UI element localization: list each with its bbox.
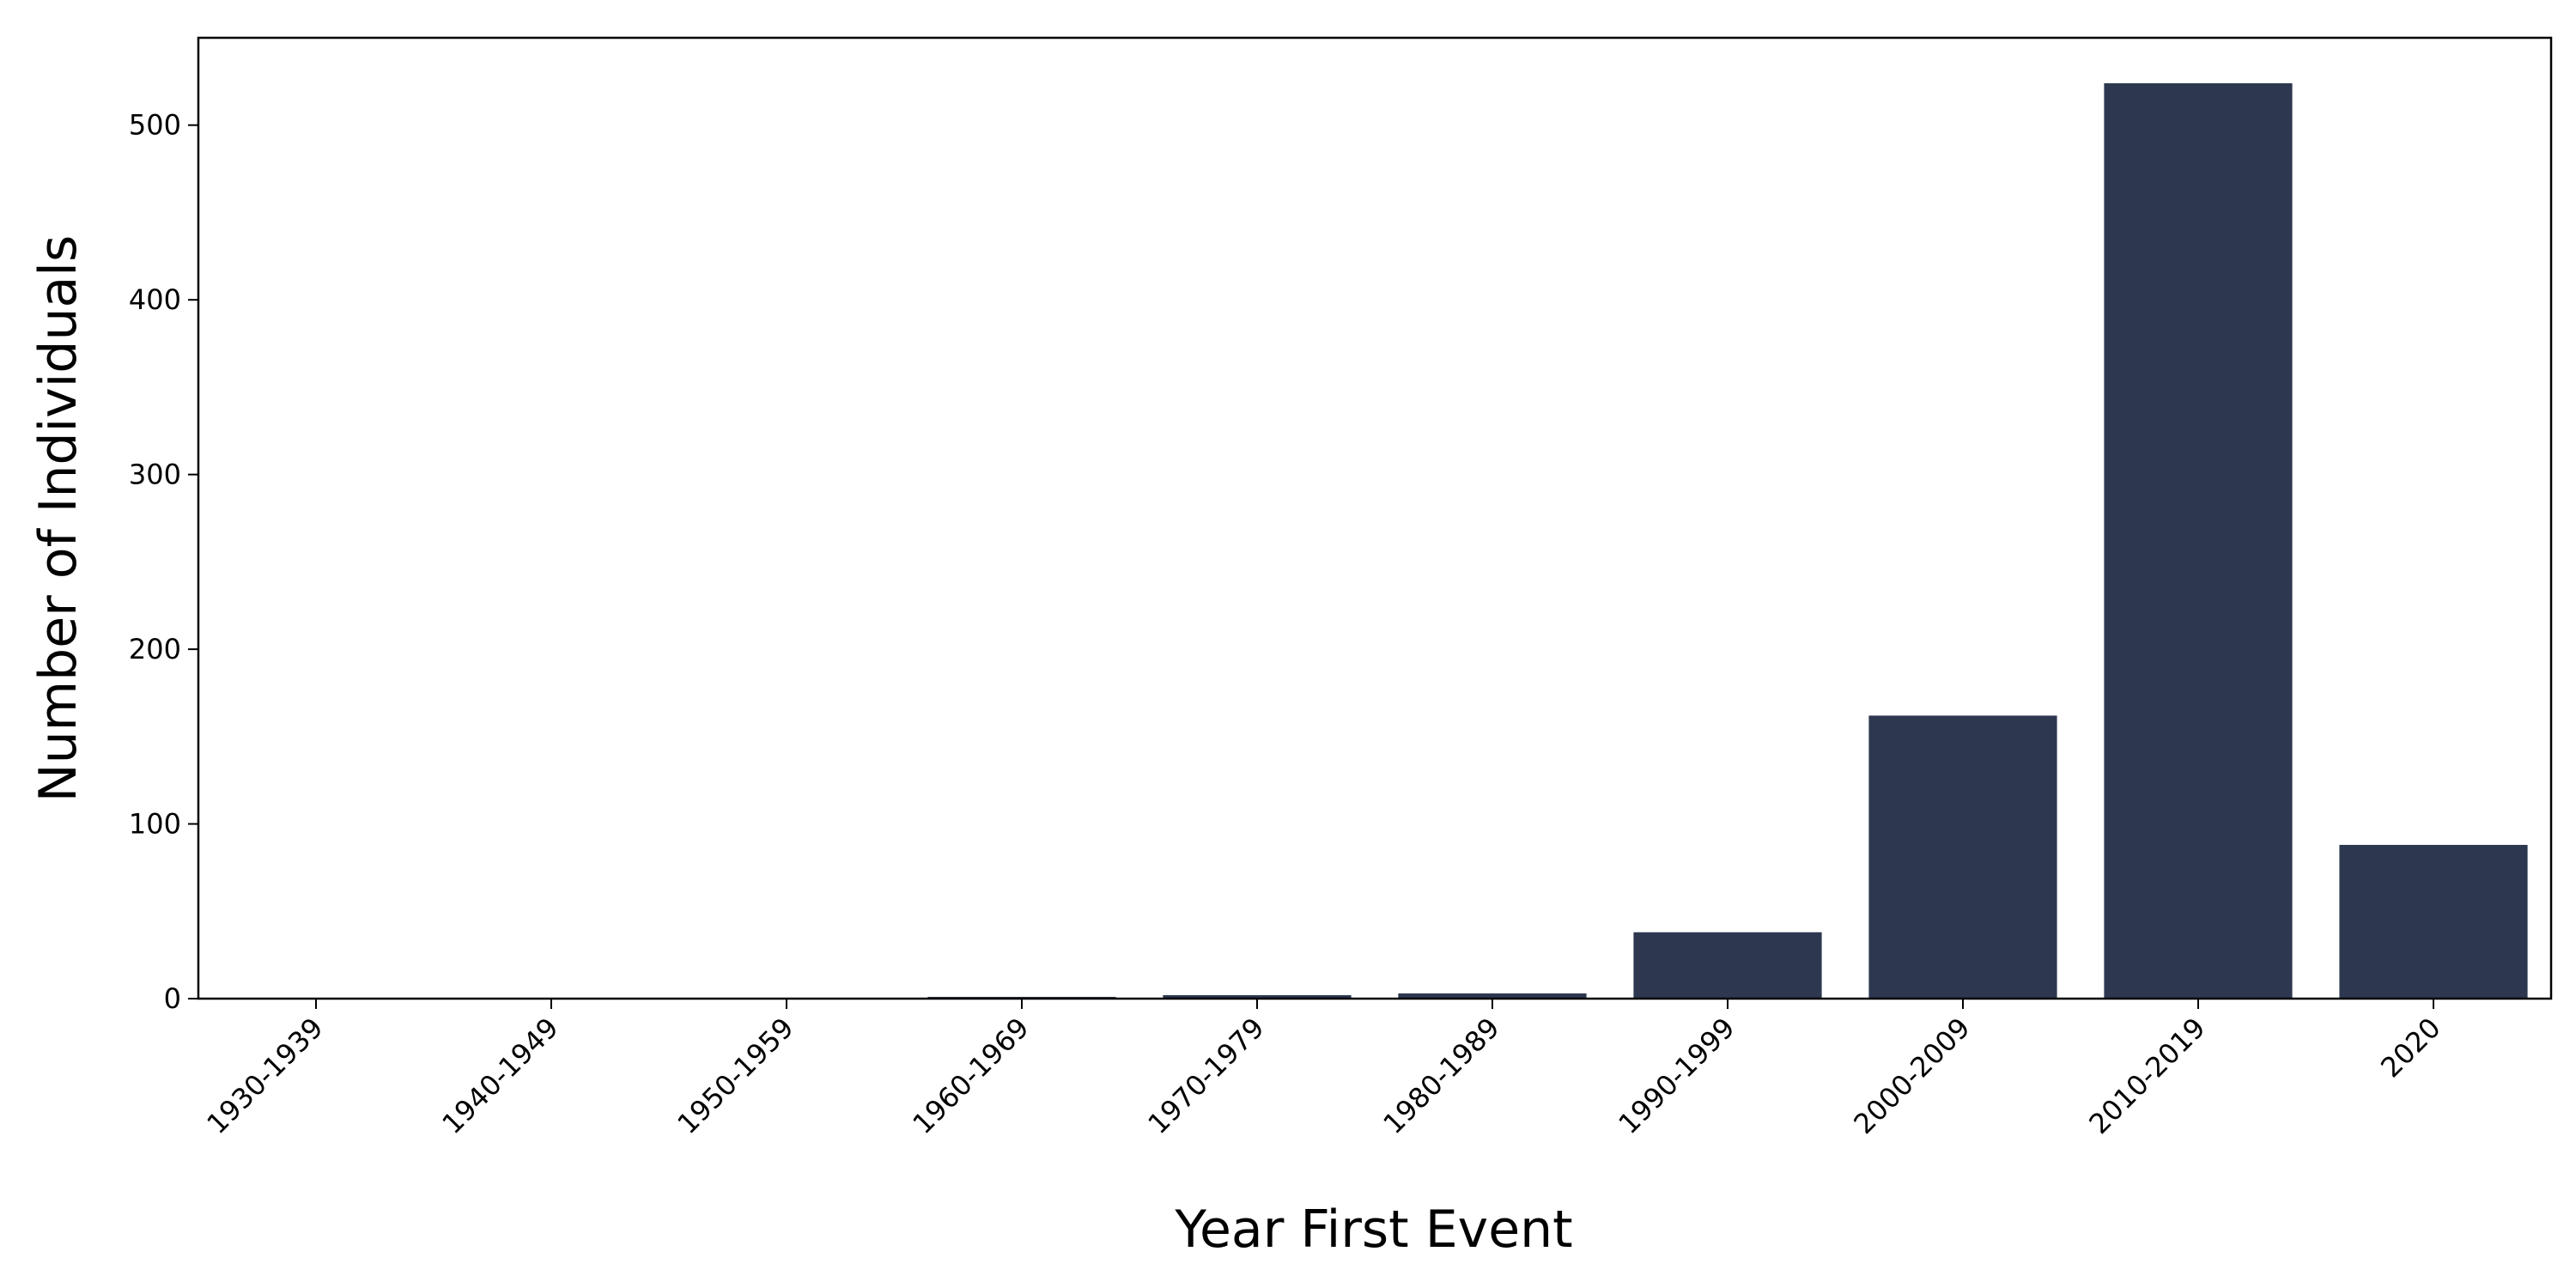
plot-frame	[197, 36, 2553, 1000]
y-tick-label: 0	[164, 982, 181, 1015]
x-axis-label: Year First Event	[1174, 1200, 1572, 1260]
x-tick-label: 1960-1969	[906, 1012, 1035, 1140]
x-tick-label: 2020	[2374, 1012, 2446, 1084]
bar	[2339, 844, 2528, 999]
y-tick-label: 100	[129, 808, 181, 841]
x-tick-label: 2000-2009	[1847, 1012, 1976, 1140]
x-tick-label: 2010-2019	[2082, 1012, 2211, 1140]
y-tick-label: 300	[129, 459, 181, 491]
x-tick-label: 1980-1989	[1376, 1012, 1505, 1140]
bar	[1163, 994, 1352, 999]
x-tick-label: 1930-1939	[200, 1012, 329, 1140]
x-tick-label: 1940-1949	[435, 1012, 564, 1140]
bar	[1868, 715, 2057, 999]
bar	[1633, 932, 1822, 999]
x-tick-label: 1990-1999	[1612, 1012, 1741, 1140]
bar	[1398, 993, 1587, 999]
y-axis-label: Number of Individuals	[28, 235, 88, 802]
y-tick-label: 200	[129, 633, 181, 665]
x-tick-label: 1950-1959	[671, 1012, 799, 1140]
y-tick-label: 500	[129, 109, 181, 142]
y-tick-label: 400	[129, 283, 181, 316]
bar	[2104, 82, 2293, 999]
x-tick-label: 1970-1979	[1141, 1012, 1270, 1140]
